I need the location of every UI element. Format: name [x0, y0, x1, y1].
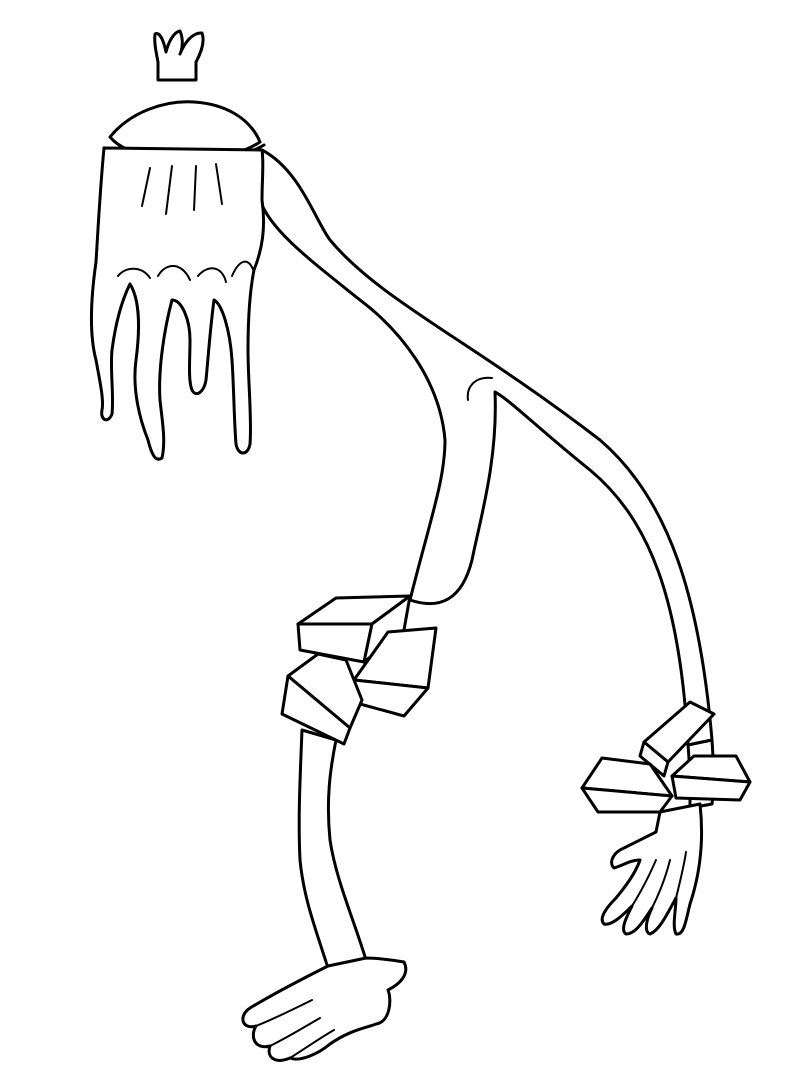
wrist-blocks [580, 700, 752, 814]
knuckle-lines [117, 260, 255, 283]
shoulder-curl [466, 376, 493, 401]
knee-blocks [280, 594, 438, 746]
hand-fingers [631, 851, 687, 909]
long-body [255, 148, 714, 747]
crown-icon [153, 29, 205, 82]
tendon-lines [141, 163, 223, 215]
foot-toes [255, 999, 335, 1059]
hand-head [89, 146, 266, 461]
foot [241, 956, 408, 1062]
